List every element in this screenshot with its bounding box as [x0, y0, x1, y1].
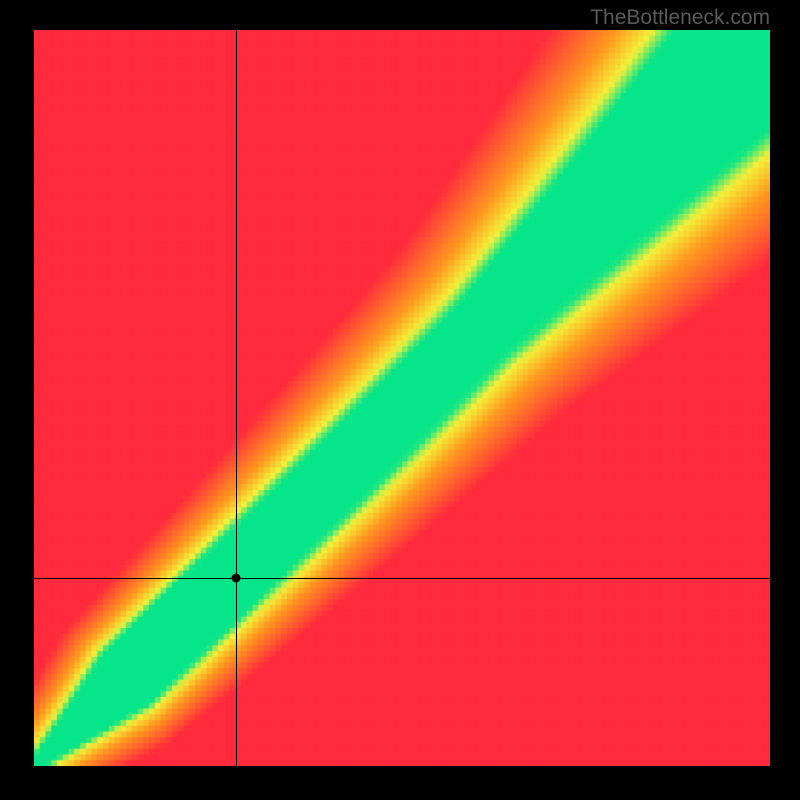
watermark-text: TheBottleneck.com: [590, 6, 770, 30]
crosshair-marker-dot: [232, 574, 241, 583]
heatmap-canvas: [34, 30, 770, 766]
bottleneck-heatmap: [34, 30, 770, 766]
crosshair-vertical: [236, 30, 237, 766]
crosshair-horizontal: [34, 578, 770, 579]
